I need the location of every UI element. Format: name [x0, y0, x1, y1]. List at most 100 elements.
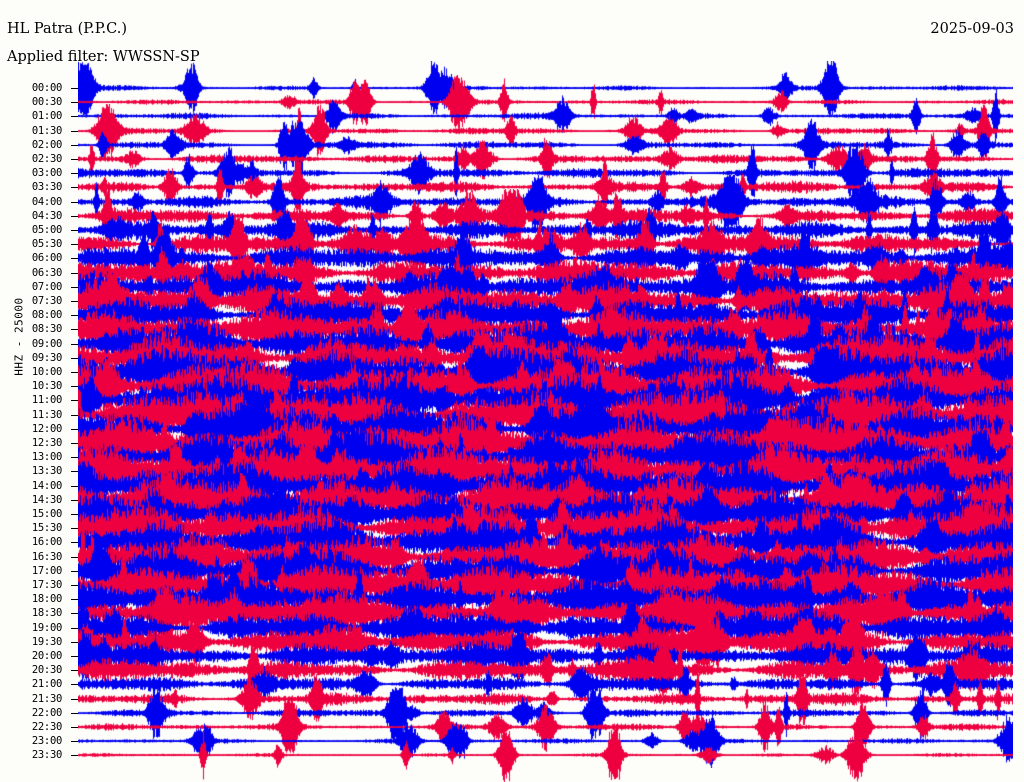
- time-tick-label: 05:30: [31, 238, 62, 251]
- time-tick-mark: [71, 315, 78, 317]
- time-tick-mark: [71, 372, 78, 373]
- time-tick-mark: [71, 443, 78, 444]
- time-tick-label: 06:00: [31, 252, 62, 265]
- time-axis: 00:00 00:30 01:00 01:30 02:00 02:30 03:00 03:30…: [0, 82, 78, 766]
- time-tick-mark: [71, 201, 78, 203]
- time-tick-mark: [71, 414, 78, 416]
- time-tick-label: 14:30: [31, 493, 62, 506]
- time-tick-label: 22:00: [31, 706, 62, 719]
- time-tick-mark: [71, 400, 78, 402]
- time-tick-mark: [71, 159, 78, 160]
- time-tick-label: 05:00: [31, 224, 62, 236]
- time-tick-label: 00:00: [31, 82, 62, 94]
- time-tick-mark: [71, 343, 78, 345]
- time-tick-mark: [71, 585, 78, 586]
- time-tick-label: 13:30: [31, 465, 62, 478]
- time-tick-label: 13:00: [31, 451, 62, 464]
- time-tick-mark: [71, 286, 78, 288]
- time-tick-label: 18:00: [31, 593, 62, 606]
- time-tick-mark: [71, 641, 78, 643]
- time-tick-label: 20:30: [31, 664, 62, 677]
- seismogram-plot: [78, 61, 1013, 782]
- time-tick-mark: [71, 528, 78, 530]
- time-tick-label: 09:00: [31, 337, 62, 350]
- time-tick-mark: [71, 244, 78, 246]
- time-tick-mark: [71, 428, 78, 430]
- time-tick-mark: [71, 499, 78, 501]
- time-tick-label: 12:00: [31, 422, 62, 435]
- time-tick-label: 14:00: [31, 479, 62, 492]
- time-tick-label: 16:30: [31, 550, 62, 563]
- time-tick-mark: [71, 457, 78, 459]
- time-tick-mark: [71, 613, 78, 615]
- time-tick-mark: [71, 471, 78, 473]
- time-tick-mark: [71, 130, 78, 132]
- time-tick-mark: [71, 698, 78, 700]
- time-tick-mark: [71, 272, 78, 274]
- time-tick-mark: [71, 727, 78, 728]
- time-tick-label: 15:00: [31, 508, 62, 520]
- time-tick-label: 02:00: [31, 138, 62, 151]
- time-tick-label: 11:00: [31, 394, 62, 407]
- time-tick-label: 18:30: [31, 607, 62, 620]
- time-tick-mark: [71, 230, 78, 231]
- time-tick-label: 20:00: [31, 650, 62, 662]
- time-tick-label: 11:30: [31, 408, 62, 421]
- time-tick-label: 16:00: [31, 536, 62, 549]
- time-tick-label: 12:30: [31, 437, 62, 449]
- time-tick-mark: [71, 755, 78, 757]
- time-tick-label: 03:00: [31, 167, 62, 180]
- time-tick-mark: [71, 173, 78, 175]
- time-tick-label: 01:30: [31, 124, 62, 137]
- time-tick-mark: [71, 514, 78, 515]
- time-tick-mark: [71, 741, 78, 743]
- time-tick-label: 15:30: [31, 522, 62, 535]
- time-tick-label: 10:30: [31, 380, 62, 393]
- time-tick-label: 23:30: [31, 749, 62, 762]
- time-tick-label: 09:30: [31, 351, 62, 364]
- time-tick-mark: [71, 570, 78, 572]
- time-tick-label: 21:00: [31, 678, 62, 691]
- time-tick-label: 06:30: [31, 266, 62, 279]
- time-tick-mark: [71, 258, 78, 260]
- time-tick-mark: [71, 144, 78, 146]
- time-tick-label: 17:30: [31, 579, 62, 591]
- time-tick-mark: [71, 670, 78, 672]
- seismogram-trace: [78, 728, 1013, 782]
- page-title: HL Patra (P.P.C.): [7, 21, 128, 37]
- time-tick-mark: [71, 102, 78, 104]
- time-tick-mark: [71, 656, 78, 657]
- time-tick-mark: [71, 116, 78, 118]
- time-tick-mark: [71, 187, 78, 189]
- time-tick-mark: [71, 684, 78, 686]
- time-tick-label: 23:00: [31, 735, 62, 748]
- time-tick-label: 03:30: [31, 181, 62, 194]
- time-tick-label: 02:30: [31, 153, 62, 165]
- time-tick-label: 10:00: [31, 366, 62, 378]
- time-tick-mark: [71, 712, 78, 714]
- time-tick-mark: [71, 357, 78, 359]
- time-tick-mark: [71, 599, 78, 601]
- time-tick-label: 21:30: [31, 692, 62, 705]
- time-tick-mark: [71, 329, 78, 331]
- time-tick-label: 00:30: [31, 96, 62, 109]
- time-tick-label: 08:00: [31, 309, 62, 322]
- time-tick-label: 07:00: [31, 280, 62, 293]
- time-tick-label: 19:30: [31, 635, 62, 648]
- time-tick-label: 04:00: [31, 195, 62, 208]
- time-tick-label: 08:30: [31, 323, 62, 336]
- date-label: 2025-09-03: [930, 21, 1014, 37]
- time-tick-mark: [71, 556, 78, 558]
- time-tick-mark: [71, 542, 78, 544]
- time-tick-label: 01:00: [31, 110, 62, 123]
- time-tick-mark: [71, 215, 78, 217]
- time-tick-label: 19:00: [31, 621, 62, 634]
- time-tick-mark: [71, 301, 78, 302]
- time-tick-label: 04:30: [31, 209, 62, 222]
- time-tick-mark: [71, 485, 78, 487]
- time-tick-label: 17:00: [31, 564, 62, 577]
- time-tick-mark: [71, 627, 78, 629]
- time-tick-mark: [71, 88, 78, 89]
- time-tick-label: 22:30: [31, 721, 62, 733]
